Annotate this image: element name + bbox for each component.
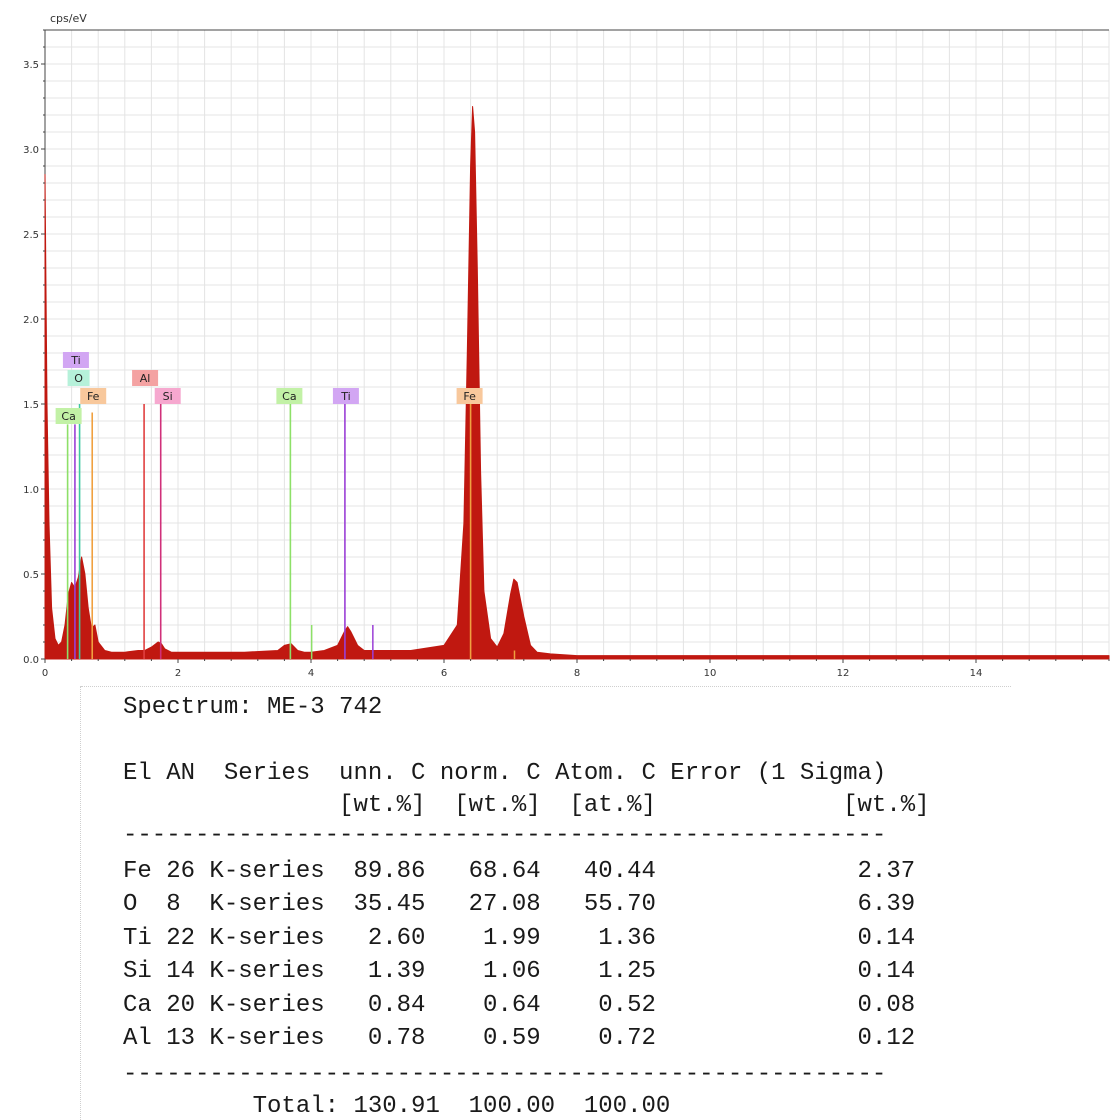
spectrum-plot: Ca Ti O Fe Al Si Ca Ti Fe 0.0 0.5 1.0 1.5 2.0 2.5 3.0 3.…: [23, 12, 1110, 679]
y-tick-label: 0.5: [23, 570, 39, 581]
x-tick-label: 6: [441, 668, 447, 679]
y-tick-label: 3.0: [23, 145, 39, 156]
element-label-fe: Fe: [463, 390, 476, 403]
element-label-ca: Ca: [282, 390, 296, 403]
element-label-fe: Fe: [87, 390, 100, 403]
element-label-ca: Ca: [61, 410, 75, 423]
element-label-box: [62, 352, 89, 368]
table-row: Al 13 K-series 0.78 0.59 0.72 0.12: [123, 1025, 916, 1052]
element-label-si: Si: [163, 390, 173, 403]
x-tick-label: 10: [704, 668, 717, 679]
x-tick-label: 0: [42, 668, 48, 679]
table-row: Fe 26 K-series 89.86 68.64 40.44 2.37: [123, 858, 916, 885]
eds-spectrum-chart: Ca Ti O Fe Al Si Ca Ti Fe 0.0 0.5 1.0 1.5 2.0 2.5 3.0 3.…: [23, 12, 1110, 679]
table-header-row-2: [wt.%] [wt.%] [at.%] [wt.%]: [123, 792, 930, 819]
element-label-o: O: [74, 372, 83, 385]
spectrum-title: Spectrum: ME-3 742: [123, 694, 383, 721]
element-label-box: [67, 370, 90, 386]
element-label-box: [132, 370, 159, 386]
table-row: Ti 22 K-series 2.60 1.99 1.36 0.14: [123, 925, 916, 952]
x-tick-label: 14: [970, 668, 983, 679]
y-tick-label: 3.5: [23, 60, 39, 71]
y-tick-label: 2.0: [23, 315, 39, 326]
y-tick-label: 2.5: [23, 230, 39, 241]
element-label-ti: Ti: [70, 354, 80, 367]
element-label-box: [456, 388, 483, 404]
element-label-box: [80, 388, 107, 404]
element-label-box: [276, 388, 303, 404]
y-tick-label: 1.0: [23, 485, 39, 496]
x-tick-label: 4: [308, 668, 314, 679]
table-divider-bottom: ----------------------------------------…: [123, 1061, 887, 1088]
element-label-box: [332, 388, 359, 404]
y-tick-label: 0.0: [23, 655, 39, 666]
element-label-box: [154, 388, 181, 404]
table-row: O 8 K-series 35.45 27.08 55.70 6.39: [123, 891, 916, 918]
x-tick-label: 2: [175, 668, 181, 679]
element-label-box: [55, 408, 82, 424]
element-label-al: Al: [140, 372, 151, 385]
table-total-row: Total: 130.91 100.00 100.00: [123, 1093, 671, 1120]
element-label-ti: Ti: [340, 390, 350, 403]
table-divider-top: ----------------------------------------…: [123, 822, 887, 849]
table-row: Si 14 K-series 1.39 1.06 1.25 0.14: [123, 958, 916, 985]
x-tick-label: 8: [574, 668, 580, 679]
table-header-row-1: El AN Series unn. C norm. C Atom. C Erro…: [123, 760, 887, 787]
y-tick-label: 1.5: [23, 400, 39, 411]
report-top-border: [81, 686, 1011, 687]
y-axis-unit-label: cps/eV: [50, 12, 87, 25]
x-tick-label: 12: [837, 668, 850, 679]
spectrum-series: [44, 106, 1110, 660]
table-row: Ca 20 K-series 0.84 0.64 0.52 0.08: [123, 992, 916, 1019]
quantification-report: Spectrum: ME-3 742 El AN Series unn. C n…: [80, 686, 1011, 1120]
